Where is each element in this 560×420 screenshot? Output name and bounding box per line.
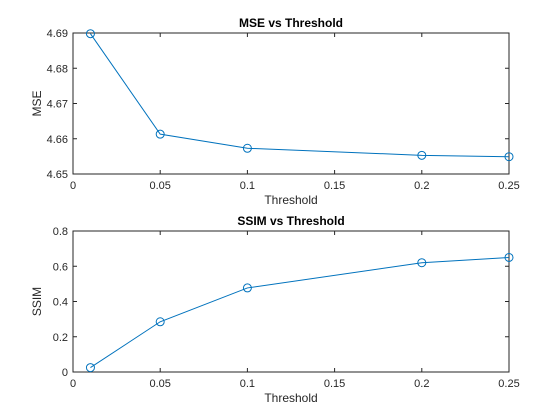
mse-y-axis-label: MSE	[30, 90, 44, 116]
ssim-y-tick-label: 0.2	[53, 332, 68, 344]
mse-x-tick-label: 0.15	[324, 180, 345, 192]
ssim-y-axis-label: SSIM	[30, 287, 44, 316]
mse-data-point	[504, 152, 514, 162]
mse-y-tick-label: 4.69	[47, 28, 68, 40]
mse-y-tick-label: 4.68	[47, 63, 68, 75]
mse-x-tick-label: 0.25	[498, 180, 519, 192]
mse-x-tick-label: 0.05	[149, 180, 170, 192]
ssim-y-tick-label: 0.4	[53, 297, 68, 309]
mse-data-point	[242, 143, 252, 153]
ssim-data-point	[242, 283, 252, 293]
mse-x-axis-label: Threshold	[264, 193, 317, 207]
mse-x-tick-label: 0.2	[414, 180, 429, 192]
ssim-chart: 0 0.05 0.1 0.15 0.2 0.25 0 0.2 0.4 0.6 0.8 SSIM vs …	[30, 214, 520, 405]
ssim-x-tick-label: 0.25	[498, 378, 519, 390]
mse-y-tick-label: 4.65	[47, 169, 68, 181]
ssim-series-line	[90, 256, 510, 369]
mse-data-point	[85, 29, 95, 39]
ssim-data-point	[504, 252, 514, 262]
mse-x-tick-label: 0	[70, 180, 76, 192]
ssim-y-tick-label: 0	[62, 367, 68, 379]
ssim-x-tick-label: 0	[70, 378, 76, 390]
ssim-x-tick-label: 0.2	[414, 378, 429, 390]
mse-y-tick-label: 4.67	[47, 99, 68, 111]
mse-x-tick-label: 0.1	[240, 180, 255, 192]
ssim-x-tick-label: 0.15	[324, 378, 345, 390]
mse-data-point	[417, 150, 427, 160]
ssim-data-point	[155, 317, 165, 327]
ssim-plot-area	[72, 230, 510, 373]
ssim-x-tick-label: 0.05	[149, 378, 170, 390]
mse-y-tick-label: 4.66	[47, 134, 68, 146]
ssim-x-tick-label: 0.1	[240, 378, 255, 390]
mse-chart: 0 0.05 0.1 0.15 0.2 0.25 4.65 4.66 4.67 4.68 4.69 M…	[30, 16, 520, 207]
ssim-y-tick-label: 0.8	[53, 226, 68, 238]
ssim-y-tick-label: 0.6	[53, 261, 68, 273]
ssim-data-point	[85, 363, 95, 373]
ssim-data-point	[417, 258, 427, 268]
mse-series-line	[90, 33, 510, 158]
mse-chart-title: MSE vs Threshold	[239, 16, 343, 30]
ssim-x-axis-label: Threshold	[264, 391, 317, 405]
ssim-chart-title: SSIM vs Threshold	[237, 214, 344, 228]
mse-data-point	[155, 129, 165, 139]
